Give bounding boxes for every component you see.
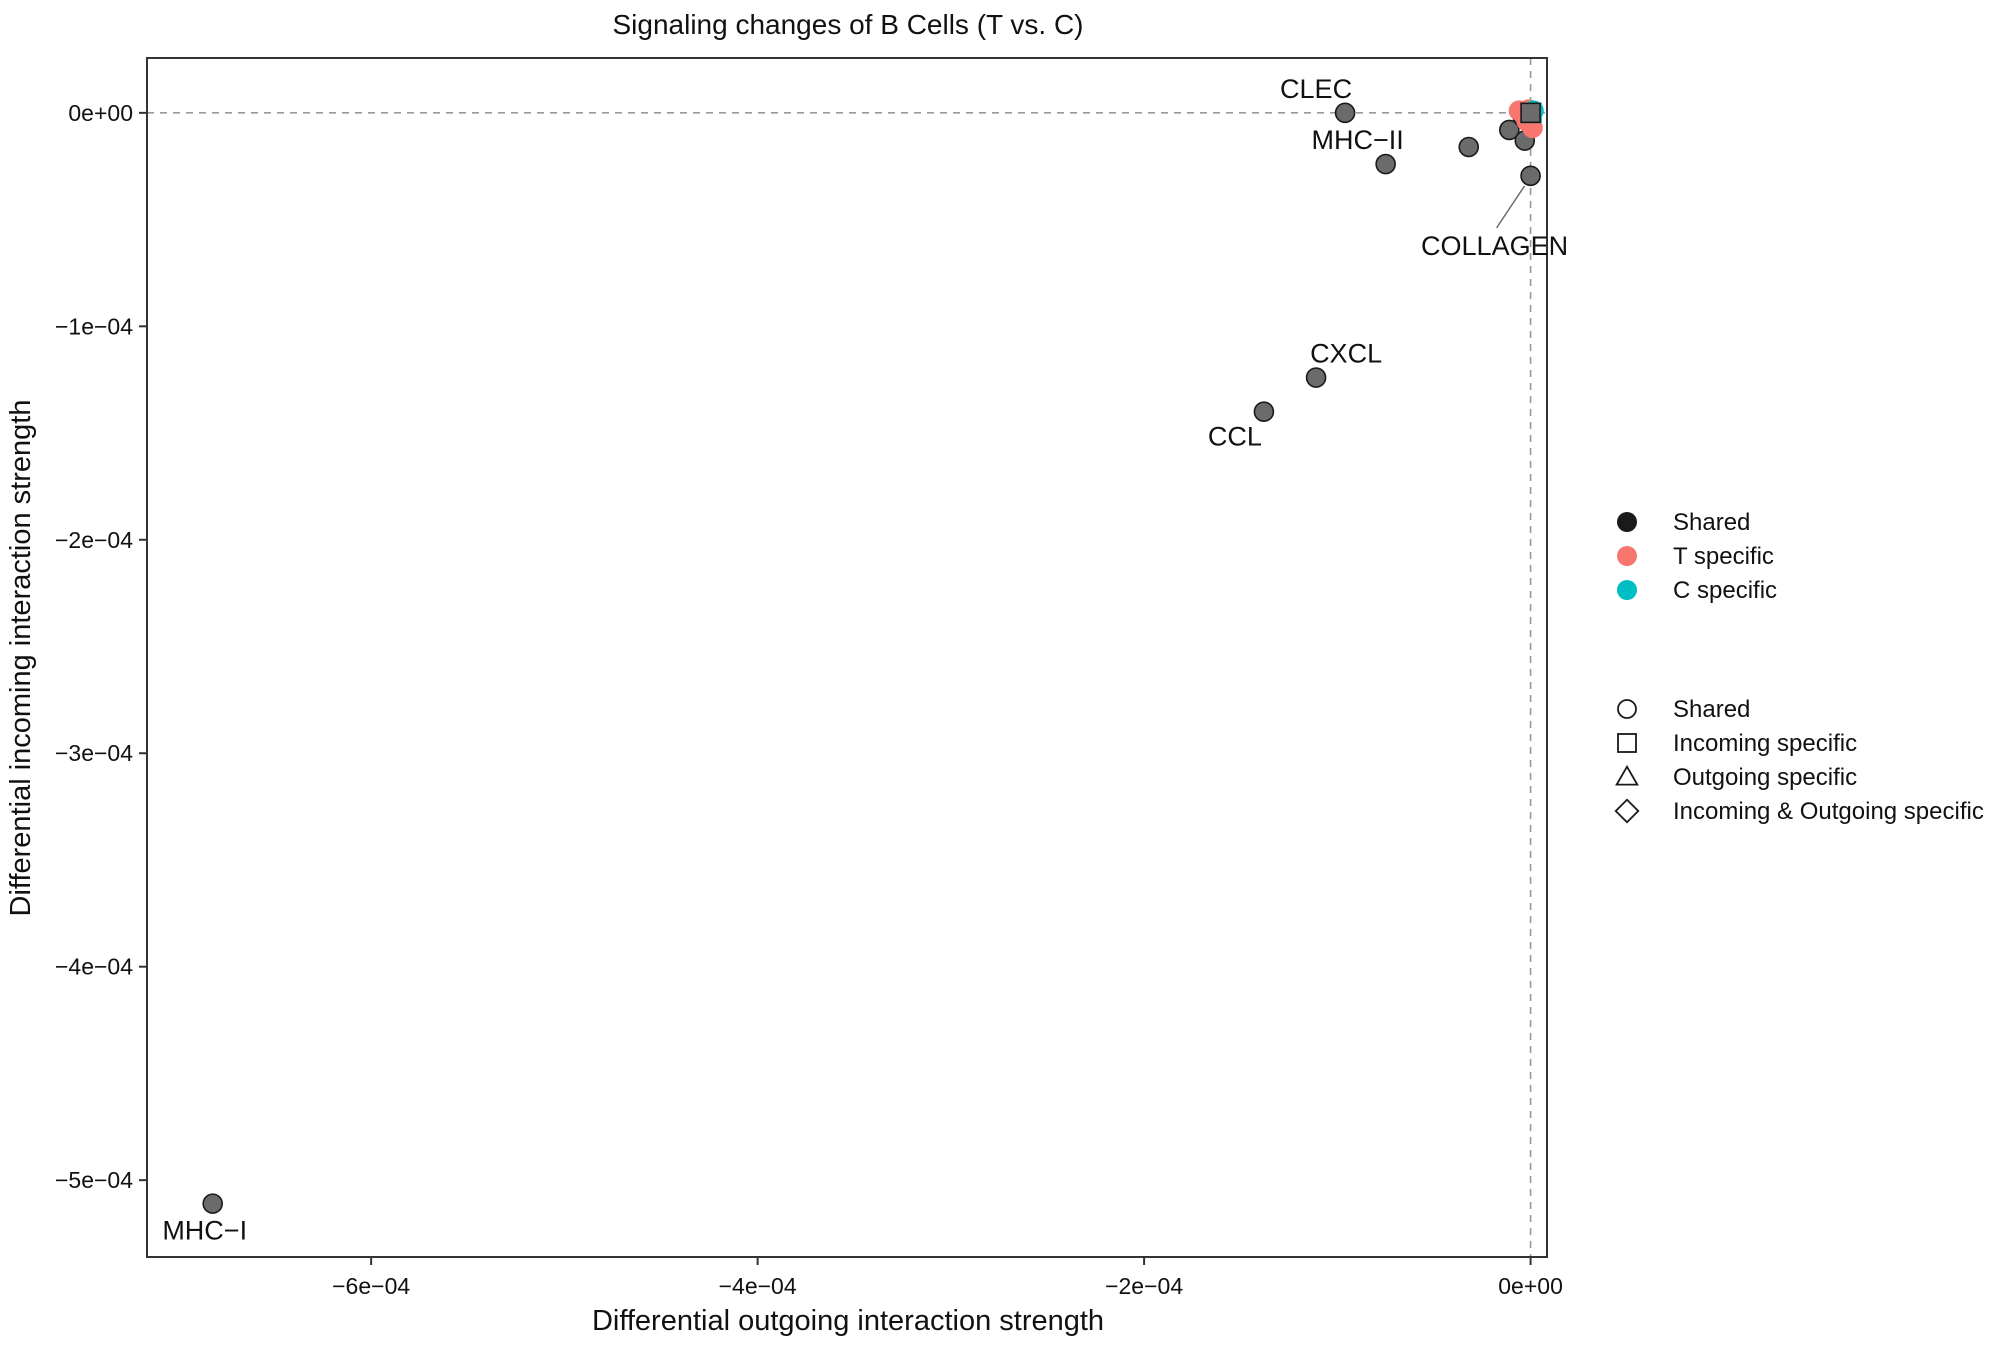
data-point bbox=[1458, 136, 1480, 158]
x-tick-label: −2e−04 bbox=[1105, 1273, 1183, 1299]
point-label: CCL bbox=[1208, 422, 1262, 452]
point-label-leader bbox=[1495, 185, 1526, 229]
data-point bbox=[1253, 401, 1275, 423]
point-label: MHC−II bbox=[1312, 125, 1404, 155]
data-point bbox=[1334, 102, 1356, 124]
legend-shape-label: Incoming specific bbox=[1673, 730, 1857, 757]
legend-color-label: Shared bbox=[1673, 509, 1750, 536]
legend-shape-label: Incoming & Outgoing specific bbox=[1673, 798, 1984, 825]
data-point bbox=[202, 1193, 224, 1214]
y-tick-label: −4e−04 bbox=[55, 954, 133, 980]
shape-legend: Shared Incoming specific Outgoing specific… bbox=[1614, 696, 1984, 825]
x-tick-label: −6e−04 bbox=[332, 1273, 410, 1299]
y-tick-label: −5e−04 bbox=[55, 1167, 133, 1193]
legend-shape-key bbox=[1614, 798, 1640, 824]
x-axis-title: Differential outgoing interaction streng… bbox=[592, 1305, 1104, 1337]
legend-color-label: C specific bbox=[1673, 577, 1777, 604]
legend-shape-key bbox=[1617, 733, 1637, 753]
data-point bbox=[1520, 165, 1541, 187]
legend-color-key bbox=[1617, 512, 1637, 532]
color-legend: Shared T specific C specific bbox=[1617, 509, 1777, 604]
data-point bbox=[1305, 367, 1327, 388]
data-point bbox=[1375, 153, 1396, 175]
y-tick-label: 0e+00 bbox=[68, 100, 133, 126]
legend-shape-label: Shared bbox=[1673, 696, 1750, 723]
x-tick-label: −4e−04 bbox=[719, 1273, 797, 1299]
point-label: MHC−I bbox=[162, 1216, 247, 1246]
plot-area: −6e−04 −4e−04 −2e−04 0e+00 0e+00 −1e−04 −2e−04… bbox=[55, 57, 1568, 1299]
plot-border bbox=[146, 57, 1548, 1258]
legend-color-key bbox=[1617, 580, 1637, 600]
point-label: COLLAGEN bbox=[1421, 231, 1568, 261]
legend-shape-key bbox=[1617, 699, 1637, 719]
y-tick-label: −1e−04 bbox=[55, 313, 133, 339]
chart-title: Signaling changes of B Cells (T vs. C) bbox=[612, 9, 1083, 40]
x-tick-label: 0e+00 bbox=[1498, 1273, 1563, 1299]
legend-shape-key bbox=[1615, 764, 1639, 786]
data-point bbox=[1520, 102, 1541, 124]
legend-shape-label: Outgoing specific bbox=[1673, 764, 1857, 791]
legend-color-key bbox=[1617, 546, 1637, 566]
legend-color-label: T specific bbox=[1673, 543, 1774, 570]
point-label: CXCL bbox=[1310, 339, 1382, 369]
y-tick-label: −3e−04 bbox=[55, 740, 133, 766]
data-point bbox=[1499, 119, 1520, 141]
y-axis-title: Differential incoming interaction streng… bbox=[5, 400, 37, 917]
point-label: CLEC bbox=[1280, 74, 1352, 104]
y-tick-label: −2e−04 bbox=[55, 527, 133, 553]
